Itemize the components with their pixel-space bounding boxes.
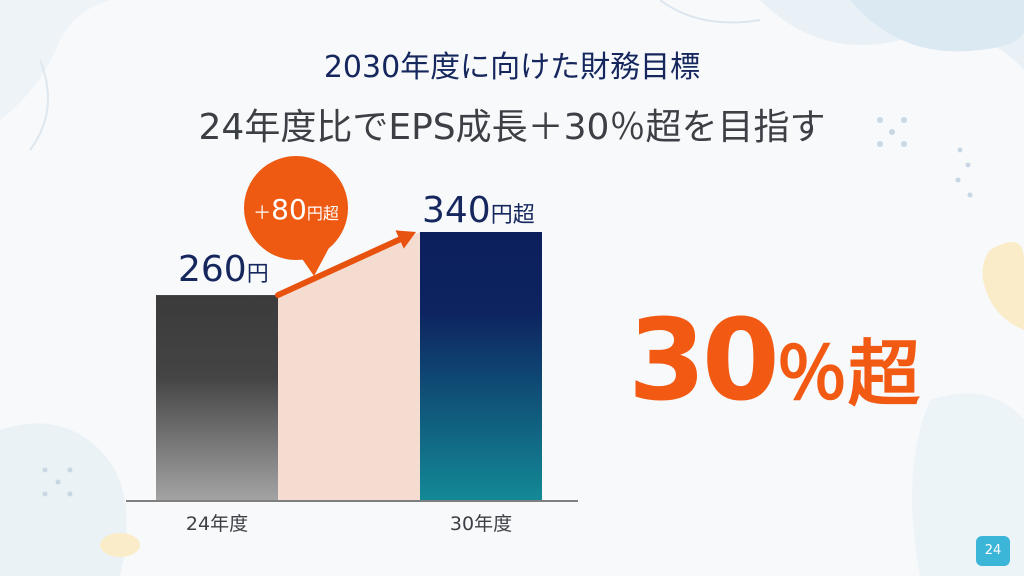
svg-text:＋80円超: ＋80円超 [253, 193, 339, 226]
slide-subtitle: 24年度比でEPS成長＋30％超を目指す [198, 107, 826, 148]
value-label-fy30: 340円超 [422, 190, 535, 231]
growth-arrow [275, 236, 403, 299]
growth-callout: ＋80円超 [244, 156, 348, 276]
callout-prefix: ＋ [253, 203, 271, 224]
category-label-fy30: 30年度 [450, 513, 512, 535]
slide-title: 2030年度に向けた財務目標 [323, 50, 701, 85]
category-label-fy24: 24年度 [186, 513, 248, 535]
callout-number: 80 [271, 193, 307, 226]
value-label-fy24: 260円 [178, 249, 269, 290]
bar-fy30 [420, 232, 542, 500]
growth-arrow-head [395, 230, 416, 249]
growth-highlight: 30％超 [628, 296, 920, 426]
bar-fy24 [156, 295, 278, 500]
growth-highlight-unit: ％超 [775, 332, 920, 416]
growth-highlight-number: 30 [628, 296, 780, 426]
callout-unit: 円超 [307, 204, 339, 223]
page-number-badge: 24 [976, 536, 1010, 566]
growth-area [278, 232, 420, 500]
